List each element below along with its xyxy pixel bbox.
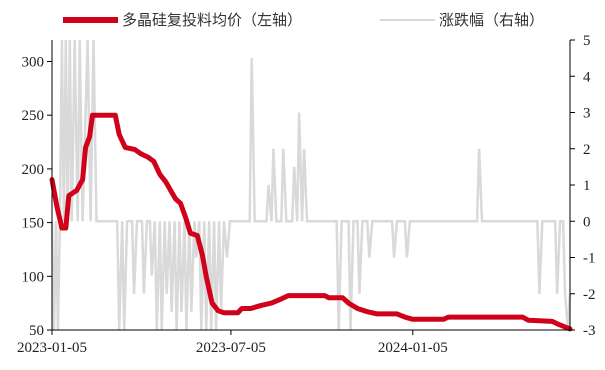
- x-tick-label: 2024-01-05: [378, 340, 448, 356]
- series-line-change: [50, 39, 572, 331]
- y-right-tick-label: 5: [583, 33, 591, 49]
- y-left-tick-label: 100: [22, 269, 45, 285]
- x-tick-label: 2023-07-05: [196, 340, 266, 356]
- y-right-tick-label: -1: [583, 251, 596, 267]
- y-right-tick-label: 2: [583, 142, 591, 158]
- series-layer: [49, 39, 573, 332]
- y-left-tick-label: 200: [22, 162, 45, 178]
- y-left-tick-label: 300: [22, 54, 45, 70]
- y-right-tick-label: 3: [583, 106, 591, 122]
- series-line-price: [49, 112, 573, 332]
- y-right-tick-label: 0: [583, 214, 591, 230]
- y-left-tick-label: 50: [29, 323, 44, 339]
- y-right-tick-label: -3: [583, 323, 596, 339]
- legend-label-change: 涨跌幅（右轴）: [439, 12, 544, 29]
- y-left-tick-label: 150: [22, 216, 45, 232]
- x-tick-label: 2023-01-05: [17, 340, 87, 356]
- y-right-tick-label: 1: [583, 178, 591, 194]
- axes-layer: 50 100 150 200 250 300 -3 -2 -1 0 1 2 3 4 5 2023-01-05 2…: [17, 33, 596, 356]
- y-right-tick-label: -2: [583, 287, 596, 303]
- y-right-tick-label: 4: [583, 69, 591, 85]
- y-left-tick-label: 250: [22, 108, 45, 124]
- legend-label-price: 多晶硅复投料均价（左轴）: [122, 11, 302, 29]
- legend: 多晶硅复投料均价（左轴） 涨跌幅（右轴）: [63, 11, 544, 29]
